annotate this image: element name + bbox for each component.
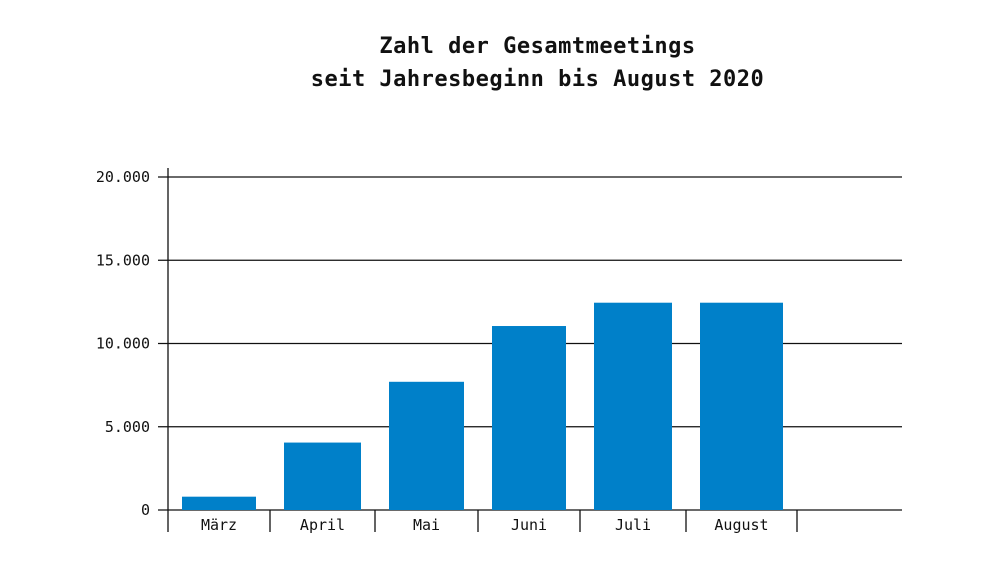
chart-title-line-1: Zahl der Gesamtmeetings	[379, 34, 696, 59]
bars	[182, 302, 783, 510]
chart-title-line-2: seit Jahresbeginn bis August 2020	[310, 67, 765, 92]
y-tick-label: 15.000	[96, 251, 150, 269]
y-tick-labels: 0 5.000 10.000 15.000 20.000	[96, 168, 150, 519]
bar	[700, 302, 783, 510]
x-tick-label: Juni	[511, 516, 547, 534]
x-tick-label: April	[300, 516, 345, 534]
bar	[182, 496, 256, 510]
chart-title: Zahl der Gesamtmeetings seit Jahresbegin…	[0, 30, 1000, 96]
x-tick-label: August	[714, 516, 768, 534]
y-tick-label: 20.000	[96, 168, 150, 186]
bar	[389, 381, 464, 510]
bar	[492, 326, 566, 510]
y-tick-label: 0	[141, 501, 150, 519]
x-tick-label: März	[201, 516, 237, 534]
bar	[594, 302, 672, 510]
axes	[167, 168, 798, 532]
x-tick-label: Juli	[615, 516, 651, 534]
x-tick-labels: März April Mai Juni Juli August	[201, 516, 769, 534]
bar	[284, 442, 361, 510]
y-tick-label: 10.000	[96, 335, 150, 353]
x-tick-label: Mai	[413, 516, 440, 534]
y-tick-label: 5.000	[105, 418, 150, 436]
